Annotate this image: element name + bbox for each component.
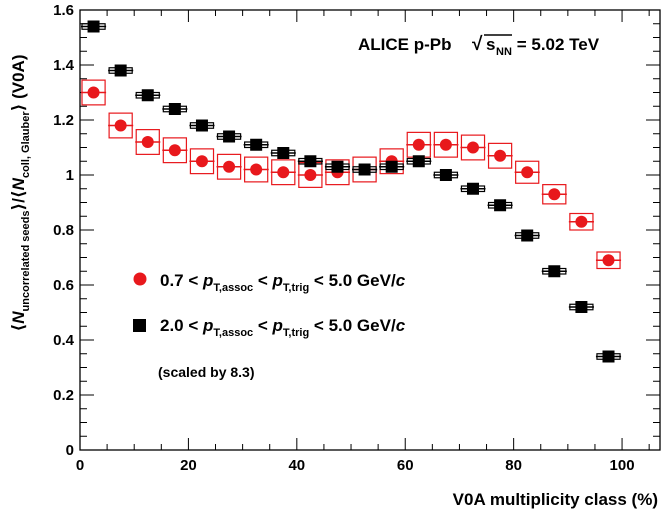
data-point-circle bbox=[494, 149, 507, 162]
data-point-circle bbox=[223, 160, 236, 173]
data-point-square bbox=[141, 89, 154, 102]
data-point-circle bbox=[466, 141, 479, 154]
data-marks bbox=[81, 20, 622, 363]
legend-label-series-2: 2.0 < pT,assoc < pT,trig < 5.0 GeV/c bbox=[160, 316, 406, 339]
data-point-square bbox=[304, 155, 317, 168]
legend-marker-circle bbox=[133, 272, 147, 286]
data-point-circle bbox=[575, 215, 588, 228]
data-point-circle bbox=[548, 188, 561, 201]
data-point-square bbox=[575, 301, 588, 313]
data-point-square bbox=[250, 138, 263, 151]
axis-ticks: 0 20 40 60 80 100 0 0.2 0.4 0.6 0.8 1 1.2 1.4 1.6 bbox=[53, 2, 660, 474]
data-point-square bbox=[548, 265, 561, 278]
y-tick-label: 0 bbox=[66, 442, 74, 459]
energy-value: = 5.02 TeV bbox=[512, 35, 600, 54]
data-point-square bbox=[168, 103, 181, 115]
data-point-circle bbox=[521, 166, 534, 179]
data-point-square bbox=[277, 147, 290, 159]
data-point-circle bbox=[439, 138, 452, 151]
data-point-square bbox=[602, 350, 615, 363]
x-tick-label: 20 bbox=[180, 457, 197, 474]
data-point-square bbox=[466, 182, 479, 195]
y-tick-label: 0.8 bbox=[53, 222, 74, 239]
legend-scale-note: (scaled by 8.3) bbox=[158, 364, 255, 380]
data-point-square bbox=[521, 229, 534, 242]
data-point-square bbox=[87, 20, 100, 33]
data-point-circle bbox=[168, 144, 181, 157]
data-point-circle bbox=[250, 163, 263, 176]
data-point-square bbox=[358, 163, 371, 176]
s-subscript: NN bbox=[496, 46, 512, 58]
y-tick-label: 1.6 bbox=[53, 2, 74, 19]
x-tick-label: 0 bbox=[76, 457, 84, 474]
x-tick-label: 40 bbox=[288, 457, 305, 474]
data-point-square bbox=[494, 199, 507, 212]
series-1 bbox=[81, 79, 622, 270]
data-point-square bbox=[385, 160, 398, 173]
s-symbol: s bbox=[486, 35, 495, 54]
energy-annotation: √ s NN = 5.02 TeV bbox=[472, 34, 600, 58]
data-point-square bbox=[439, 169, 452, 181]
series-2 bbox=[81, 20, 622, 363]
x-tick-label: 80 bbox=[505, 457, 522, 474]
data-point-square bbox=[412, 155, 425, 168]
data-point-circle bbox=[277, 166, 290, 179]
experiment-annotation: ALICE p-Pb bbox=[358, 35, 452, 54]
legend: 0.7 < pT,assoc < pT,trig < 5.0 GeV/c 2.0… bbox=[133, 271, 406, 380]
sqrt-symbol: √ bbox=[472, 34, 483, 55]
x-tick-label: 100 bbox=[610, 457, 635, 474]
y-tick-label: 1.4 bbox=[53, 57, 75, 74]
legend-label-series-1: 0.7 < pT,assoc < pT,trig < 5.0 GeV/c bbox=[160, 271, 406, 294]
x-axis-title: V0A multiplicity class (%) bbox=[453, 490, 658, 509]
data-point-square bbox=[331, 160, 344, 173]
y-tick-label: 1.2 bbox=[53, 112, 74, 129]
data-point-circle bbox=[114, 119, 127, 132]
x-tick-label: 60 bbox=[397, 457, 414, 474]
data-point-square bbox=[223, 130, 236, 143]
data-point-square bbox=[195, 119, 208, 132]
data-point-circle bbox=[195, 155, 208, 168]
data-point-circle bbox=[412, 138, 425, 151]
data-point-circle bbox=[87, 86, 100, 99]
data-point-circle bbox=[304, 169, 317, 181]
data-point-square bbox=[114, 64, 127, 77]
y-axis-title: ⟨Nuncorrelated seeds⟩/⟨Ncoll, Glauber⟩ (… bbox=[9, 54, 32, 331]
y-tick-label: 0.4 bbox=[53, 332, 75, 349]
data-point-circle bbox=[141, 136, 154, 148]
data-point-circle bbox=[602, 254, 615, 267]
y-tick-label: 1 bbox=[66, 167, 74, 184]
y-tick-label: 0.2 bbox=[53, 387, 74, 404]
legend-marker-square bbox=[133, 319, 146, 332]
y-tick-label: 0.6 bbox=[53, 277, 74, 294]
